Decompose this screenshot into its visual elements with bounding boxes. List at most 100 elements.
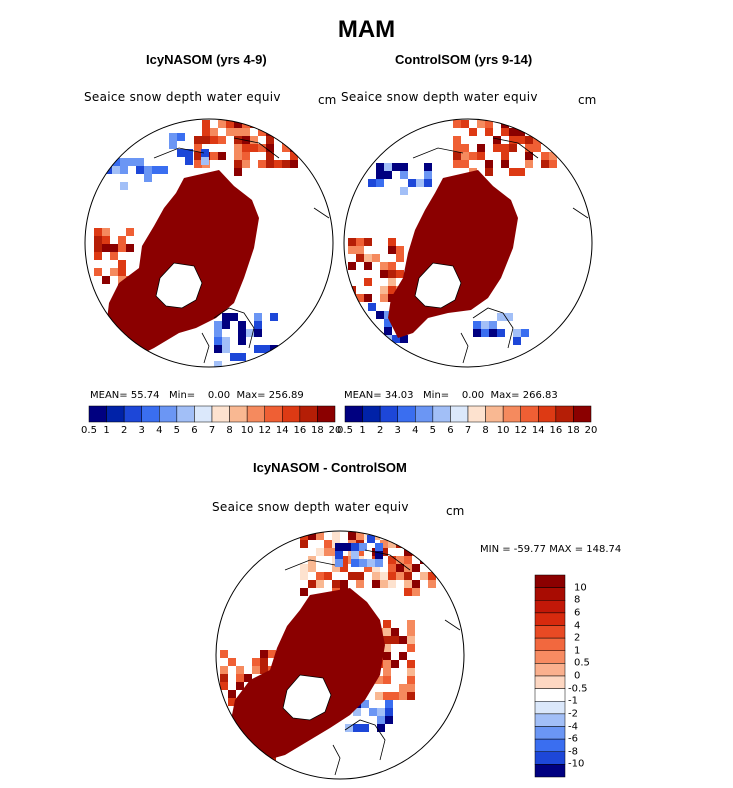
colorbar-swatch — [264, 405, 283, 423]
grid-cell — [489, 329, 497, 337]
colorbar-tick-label: 1 — [359, 425, 366, 436]
grid-cell — [388, 556, 396, 564]
grid-cell — [420, 532, 428, 540]
min-label: Min= — [169, 390, 196, 401]
colorbar-tick-label: 2 — [120, 425, 128, 436]
grid-cell — [290, 136, 298, 144]
grid-cell — [376, 171, 384, 179]
grid-cell — [384, 335, 392, 343]
grid-cell — [364, 564, 372, 572]
grid-cell — [541, 136, 549, 144]
grid-cell — [384, 171, 392, 179]
grid-cell — [266, 160, 274, 168]
grid-cell — [396, 572, 404, 580]
grid-cell — [260, 650, 268, 658]
grid-cell — [152, 166, 160, 174]
grid-cell — [228, 690, 236, 698]
grid-cell — [228, 658, 236, 666]
colorbar-swatch — [106, 405, 125, 423]
grid-cell — [126, 244, 134, 252]
grid-cell — [541, 120, 549, 128]
grid-cell — [407, 644, 415, 652]
colorbar-tick-label: -1 — [568, 695, 578, 707]
grid-cell — [210, 152, 218, 160]
grid-cell — [388, 262, 396, 270]
figure-title: MAM — [337, 16, 396, 43]
colorbar-swatch — [534, 612, 566, 626]
grid-cell — [412, 588, 420, 596]
colorbar-tick-label: 8 — [482, 425, 489, 436]
grid-cell — [392, 163, 400, 171]
grid-cell — [228, 722, 236, 730]
panel-diff-range: MIN = -59.77 MAX = 148.74 — [480, 544, 622, 555]
colorbar-icy — [88, 405, 336, 423]
grid-cell — [501, 128, 509, 136]
grid-cell — [404, 548, 412, 556]
grid-cell — [324, 548, 332, 556]
grid-cell — [136, 158, 144, 166]
grid-cell — [266, 152, 274, 160]
grid-cell — [120, 166, 128, 174]
grid-cell — [412, 580, 420, 588]
colorbar-tick-label: 16 — [549, 425, 563, 436]
grid-cell — [404, 580, 412, 588]
grid-cell — [112, 158, 120, 166]
grid-cell — [222, 337, 230, 345]
grid-cell — [399, 636, 407, 644]
colorbar-difference-ticks: 10 8 6 4 2 1 0.5 0 -0.5 -1 -2 -4 -6 -8 -10 — [568, 575, 610, 777]
grid-cell — [367, 535, 375, 543]
grid-cell — [481, 329, 489, 337]
colorbar-swatch — [534, 587, 566, 601]
grid-cell — [220, 738, 228, 746]
grid-cell — [254, 321, 262, 329]
colorbar-swatch — [520, 405, 539, 423]
grid-cell — [412, 540, 420, 548]
grid-cell — [300, 588, 308, 596]
grid-cell — [340, 580, 348, 588]
grid-cell — [144, 174, 152, 182]
grid-cell — [380, 270, 388, 278]
panel-diff-title: IcyNASOM - ControlSOM — [253, 460, 407, 475]
min-value: 0.00 — [461, 390, 485, 401]
grid-cell — [388, 278, 396, 286]
grid-cell — [300, 540, 308, 548]
grid-cell — [234, 136, 242, 144]
grid-cell — [228, 722, 236, 730]
grid-cell — [316, 532, 324, 540]
coastline-alaska — [153, 137, 330, 219]
grid-cell — [407, 636, 415, 644]
colorbar-swatch — [123, 405, 142, 423]
colorbar-tick-label: 5 — [173, 425, 181, 436]
grid-cell — [222, 313, 230, 321]
grid-cell — [461, 152, 469, 160]
grid-cell — [345, 724, 353, 732]
panel-diff-units: cm — [446, 504, 465, 518]
colorbar-tick-label: 0.5 — [574, 657, 590, 669]
grid-cell — [144, 166, 152, 174]
grid-cell — [505, 313, 513, 321]
grid-cell — [376, 163, 384, 171]
grid-cell — [234, 160, 242, 168]
grid-cell — [517, 120, 525, 128]
grid-cell — [236, 674, 244, 682]
grid-cell — [228, 722, 236, 730]
grid-cell — [501, 144, 509, 152]
grid-cell — [351, 559, 359, 567]
colorbar-swatch — [317, 405, 336, 423]
grid-cell — [201, 157, 209, 165]
grid-cell — [396, 564, 404, 572]
grid-cell — [509, 144, 517, 152]
grid-cell — [282, 136, 290, 144]
grid-cell — [424, 171, 432, 179]
grid-cell — [376, 311, 384, 319]
grid-cell — [364, 238, 372, 246]
colorbar-swatch — [534, 701, 566, 715]
colorbar-swatch — [344, 405, 363, 423]
grid-cell — [420, 556, 428, 564]
grid-cell — [404, 556, 412, 564]
grid-cell — [356, 254, 364, 262]
grid-cell — [226, 120, 234, 128]
grid-cell — [388, 572, 396, 580]
colorbar-swatch — [534, 675, 566, 689]
grid-cell — [194, 136, 202, 144]
